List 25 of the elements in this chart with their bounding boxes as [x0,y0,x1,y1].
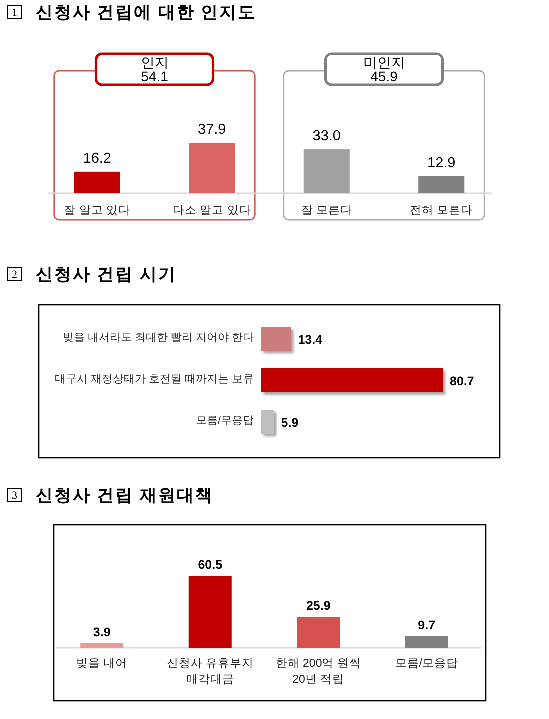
data-label: 3.9 [93,625,111,640]
data-label: 80.7 [450,374,474,388]
y-tick-label: 빚을 내서라도 최대한 빨리 지어야 한다 [63,332,254,344]
x-tick-label: 모름/모응답 [395,658,458,670]
data-label: 9.7 [418,618,436,632]
data-label: 25.9 [306,599,331,614]
data-label: 12.9 [428,155,456,172]
data-label: 5.9 [281,416,299,430]
y-tick-label: 모름/무응답 [196,415,254,427]
data-label: 13.4 [298,333,323,347]
x-tick-label: 전혀 모른다 [410,205,474,217]
data-label: 37.9 [198,122,226,138]
x-tick-label: 빚을 내어 [76,658,128,670]
data-label: 33.0 [312,128,341,145]
y-tick-label: 대구시 재정상태가 호전될 때까지는 보류 [55,374,254,386]
x-tick-label: 신청사 유휴부지 매각대금 [166,658,254,686]
x-tick-label: 다소 알고 있다 [172,205,252,217]
title: 1 신청사 건립에 대한 인지도 [12,3,256,22]
data-label: 60.5 [198,558,223,572]
title: 3 신청사 건립 재원대책 [12,486,214,505]
data-label: 16.2 [83,150,112,167]
x-tick-label: 한해 200억 원씩 20년 적립 [276,658,362,686]
x-tick-label: 잘 알고 있다 [64,205,131,217]
title: 2 신청사 건립 시기 [12,265,177,284]
x-tick-label: 잘 모른다 [301,205,352,217]
